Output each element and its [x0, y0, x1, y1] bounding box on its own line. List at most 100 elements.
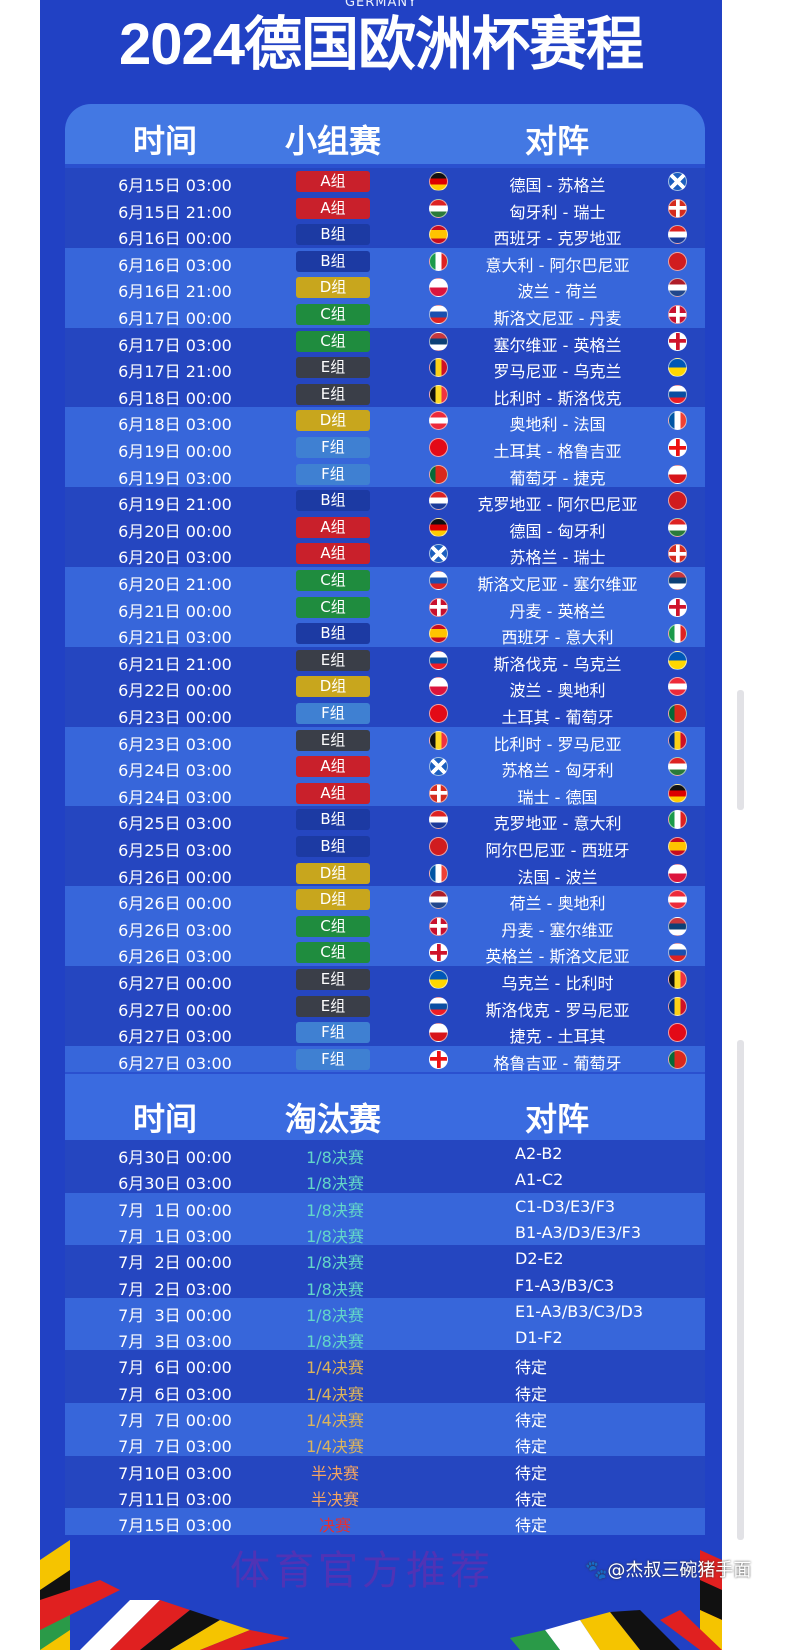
knockout-match-row: 7月 6日 00:00 1/4决赛 待定: [65, 1350, 705, 1377]
away-team: 塞尔维亚: [573, 575, 638, 594]
stage-label: 1/8决赛: [306, 1226, 364, 1246]
matchup: 比利时 - 斯洛伐克: [450, 385, 665, 409]
away-team: 格鲁吉亚: [557, 442, 622, 461]
flag-icon-away: [668, 890, 687, 910]
flag-icon-home: [429, 384, 448, 404]
match-time: 6月26日 03:00: [118, 920, 232, 940]
matchup: 待定: [515, 1437, 548, 1457]
away-team: 阿尔巴尼亚: [557, 495, 638, 515]
paw-icon: 🐾: [585, 1560, 608, 1581]
group-badge: A组: [296, 516, 370, 538]
knockout-match-row: 6月30日 00:00 1/8决赛 A2-B2: [65, 1140, 705, 1167]
away-team: 匈牙利: [557, 521, 606, 541]
separator: -: [533, 947, 550, 967]
matchup: 比利时 - 罗马尼亚: [450, 731, 665, 755]
separator: -: [557, 814, 574, 834]
group-match-row: 6月26日 03:00 C组 丹麦 - 塞尔维亚: [65, 912, 705, 940]
group-badge: F组: [296, 437, 370, 458]
group-badge: F组: [296, 1048, 370, 1070]
scrollbar-thumb[interactable]: [737, 690, 744, 810]
group-badge: F组: [296, 463, 370, 485]
flag-icon-home: [429, 624, 448, 644]
match-time: 7月 7日 00:00: [118, 1411, 232, 1430]
flag-icon-away: [668, 411, 687, 431]
away-team: 德国: [565, 787, 598, 807]
away-team: 比利时: [565, 974, 614, 993]
group-match-row: 6月18日 00:00 E组 比利时 - 斯洛伐克: [65, 380, 705, 409]
away-team: 捷克: [573, 468, 606, 488]
match-time: 6月23日 00:00: [118, 708, 232, 727]
flag-icon-away: [668, 704, 687, 723]
home-team: 斯洛伐克: [485, 1000, 550, 1020]
separator: -: [565, 841, 582, 860]
separator: -: [549, 787, 566, 807]
away-team: 斯洛伐克: [557, 388, 622, 408]
matchup: 斯洛文尼亚 - 塞尔维亚: [450, 571, 665, 595]
away-team: 罗马尼亚: [565, 1000, 630, 1020]
away-team: 匈牙利: [565, 761, 614, 781]
separator: -: [549, 974, 566, 993]
away-team: 葡萄牙: [565, 708, 614, 727]
separator: -: [557, 415, 574, 435]
match-time: 6月20日 00:00: [118, 521, 232, 541]
group-badge: A组: [296, 782, 370, 804]
match-time: 6月22日 00:00: [118, 681, 232, 701]
home-team: 塞尔维亚: [493, 335, 558, 355]
separator: -: [533, 920, 550, 940]
flag-icon-home: [429, 305, 448, 324]
group-match-row: 6月23日 00:00 F组 土耳其 - 葡萄牙: [65, 700, 705, 727]
matchup: E1-A3/B3/C3/D3: [515, 1301, 644, 1321]
match-time: 6月17日 03:00: [118, 335, 232, 355]
match-time: 6月27日 00:00: [118, 1000, 232, 1020]
flag-icon-home: [429, 172, 448, 191]
away-team: 意大利: [573, 814, 622, 834]
matchup: D1-F2: [515, 1328, 563, 1348]
away-team: 法国: [573, 415, 606, 435]
flag-icon-away: [668, 597, 687, 617]
group-match-row: 6月21日 00:00 C组 丹麦 - 英格兰: [65, 593, 705, 621]
matchup: D2-E2: [515, 1249, 564, 1269]
left-ribbon: [40, 1540, 290, 1650]
stage-label: 1/8决赛: [306, 1279, 364, 1299]
knockout-match-row: 7月10日 03:00 半决赛 待定: [65, 1455, 705, 1483]
scrollbar-track[interactable]: [737, 1040, 744, 1540]
stage-label: 1/4决赛: [306, 1437, 364, 1457]
group-table-header: 时间 小组赛 对阵: [65, 104, 705, 164]
flag-icon-home: [429, 943, 448, 963]
match-time: 7月 6日 03:00: [118, 1384, 232, 1404]
group-match-row: 6月24日 03:00 A组 瑞士 - 德国: [65, 779, 705, 807]
match-time: 6月23日 03:00: [118, 734, 232, 754]
home-team: 德国: [509, 176, 542, 195]
flag-icon-away: [668, 517, 687, 537]
match-time: 6月27日 03:00: [118, 1053, 232, 1073]
separator: -: [533, 255, 550, 275]
home-team: 罗马尼亚: [493, 362, 558, 382]
separator: -: [573, 309, 590, 328]
flag-icon-away: [668, 438, 687, 457]
home-team: 波兰: [509, 681, 542, 701]
group-match-row: 6月17日 00:00 C组 斯洛文尼亚 - 丹麦: [65, 301, 705, 328]
match-time: 6月18日 00:00: [118, 388, 232, 408]
matchup: 待定: [515, 1384, 548, 1404]
matchup: 待定: [515, 1489, 548, 1509]
group-badge: C组: [296, 330, 370, 352]
flag-icon-away: [668, 172, 687, 191]
flag-icon-away: [668, 225, 687, 245]
group-badge: E组: [296, 383, 370, 405]
flag-icon-home: [429, 571, 448, 590]
match-time: 6月20日 03:00: [118, 548, 232, 568]
group-match-row: 6月23日 03:00 E组 比利时 - 罗马尼亚: [65, 726, 705, 755]
group-badge: E组: [296, 649, 370, 671]
flag-icon-away: [668, 677, 687, 697]
home-team: 阿尔巴尼亚: [485, 841, 566, 860]
header-time: 时间: [132, 1100, 198, 1138]
home-team: 捷克: [509, 1027, 542, 1047]
group-badge: E组: [296, 729, 370, 751]
matchup: 西班牙 - 克罗地亚: [450, 225, 665, 249]
header-matchup: 对阵: [524, 1100, 590, 1138]
group-badge: C组: [296, 304, 370, 325]
header-matchup: 对阵: [524, 122, 590, 160]
watermark: 体育官方推荐: [230, 1548, 494, 1594]
matchup: 葡萄牙 - 捷克: [450, 465, 665, 489]
group-match-row: 6月20日 21:00 C组 斯洛文尼亚 - 塞尔维亚: [65, 567, 705, 594]
